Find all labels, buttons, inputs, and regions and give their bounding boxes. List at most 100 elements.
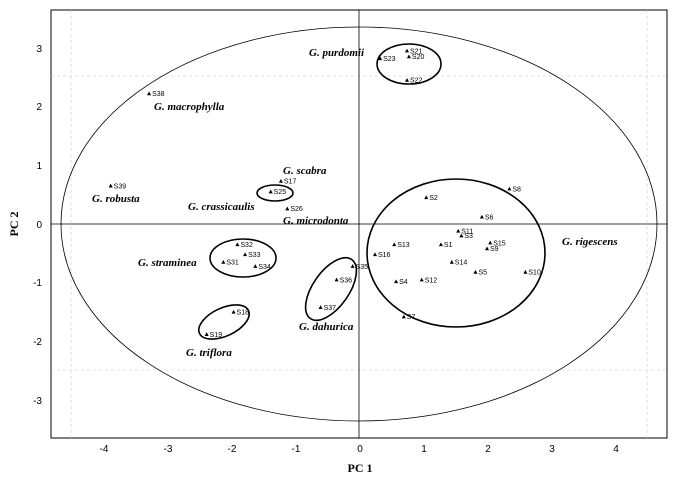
group-label-scabra: G. scabra (283, 165, 327, 177)
point-label: S37 (324, 305, 337, 312)
x-axis-tick-labels: -4 -3 -2 -1 0 1 2 3 4 (100, 444, 620, 455)
point-marker (473, 269, 478, 274)
point-label: S11 (461, 229, 473, 236)
point-label: S12 (425, 277, 438, 284)
point-label: S19 (210, 332, 223, 339)
y-tick-label: -1 (33, 278, 42, 289)
x-tick-label: -1 (292, 444, 301, 455)
point-marker (204, 332, 209, 336)
point-label: S1 (444, 242, 453, 249)
group-label-crassicaulis: G. crassicaulis (188, 201, 255, 213)
point-label: S26 (290, 206, 303, 213)
point-marker (485, 246, 489, 251)
y-tick-label: -2 (33, 337, 42, 348)
x-tick-label: -3 (164, 444, 173, 455)
point-marker (392, 242, 397, 247)
point-label: S2 (429, 195, 438, 202)
point-marker (449, 259, 454, 264)
point-marker (479, 214, 484, 219)
group-label-microdonta: G. microdonta (283, 215, 349, 227)
point-marker (405, 48, 409, 53)
point-marker (334, 277, 339, 282)
point-marker (406, 54, 411, 59)
group-label-macrophylla: G. macrophylla (154, 101, 225, 113)
point-label: S32 (240, 242, 253, 249)
point-label: S21 (410, 48, 423, 55)
x-tick-label: -2 (228, 444, 237, 455)
point-marker (507, 186, 512, 191)
point-marker (147, 91, 152, 96)
group-ellipse-straminea (209, 238, 277, 278)
group-label-purdomii: G. purdomii (309, 47, 365, 59)
confidence-ellipse (60, 26, 658, 422)
point-label: S5 (478, 270, 487, 277)
group-ellipse-dahurica (304, 256, 358, 322)
point-label: S34 (258, 264, 271, 271)
point-label: S35 (356, 264, 369, 271)
group-ellipses (198, 43, 546, 340)
point-label: S4 (399, 279, 408, 286)
y-tick-label: -3 (33, 396, 42, 407)
point-label: S17 (284, 179, 297, 186)
x-tick-label: -4 (100, 444, 109, 455)
x-tick-label: 1 (421, 444, 427, 455)
y-axis-title: PC 2 (7, 212, 21, 237)
group-label-straminea: G. straminea (138, 257, 197, 269)
point-marker (394, 279, 399, 284)
point-label: S25 (274, 189, 287, 196)
point-marker (459, 233, 464, 238)
point-marker (378, 56, 383, 61)
point-label: S22 (410, 78, 423, 85)
group-labels: G. purdomii G. macrophylla G. scabra G. … (92, 47, 618, 359)
point-marker (350, 264, 355, 268)
point-label: S38 (152, 91, 165, 98)
point-label: S36 (340, 277, 353, 284)
point-marker (401, 314, 406, 319)
x-tick-label: 0 (357, 444, 363, 455)
y-axis-tick-labels: 3 2 1 0 -1 -2 -3 (33, 44, 42, 407)
x-tick-label: 4 (613, 444, 619, 455)
point-marker (221, 259, 226, 264)
point-label: S3 (464, 233, 473, 240)
group-label-dahurica: G. dahurica (299, 321, 354, 333)
point-marker (231, 309, 236, 314)
point-marker (424, 195, 429, 200)
y-tick-label: 2 (36, 102, 42, 113)
y-tick-label: 0 (36, 220, 42, 231)
x-tick-label: 2 (485, 444, 491, 455)
y-tick-label: 1 (36, 161, 42, 172)
group-ellipse-triflora (198, 304, 250, 340)
point-label: S9 (490, 246, 499, 253)
point-marker (456, 228, 461, 233)
point-marker (108, 183, 113, 188)
group-ellipse-purdomii (376, 43, 442, 85)
point-marker (235, 242, 240, 247)
point-marker (268, 189, 273, 194)
point-label: S20 (412, 54, 425, 61)
point-marker (405, 77, 409, 82)
point-label: S39 (114, 183, 127, 190)
point-marker (318, 305, 323, 309)
x-axis-title: PC 1 (348, 461, 373, 475)
point-label: S13 (397, 242, 410, 249)
point-marker (419, 277, 424, 282)
point-label: S18 (237, 310, 250, 317)
group-label-rigescens: G. rigescens (562, 236, 618, 248)
point-label: S7 (407, 314, 416, 321)
point-marker (243, 252, 248, 257)
point-label: S23 (383, 56, 396, 63)
point-label: S10 (528, 270, 541, 277)
group-ellipse-crassicaulis (256, 184, 294, 202)
group-ellipse-rigescens (366, 178, 546, 328)
point-marker (438, 242, 443, 247)
point-label: S33 (248, 252, 261, 259)
point-marker (523, 269, 528, 274)
point-label: S31 (226, 260, 239, 267)
point-label: S8 (512, 186, 521, 193)
x-tick-label: 3 (549, 444, 555, 455)
point-marker (278, 178, 283, 183)
point-label: S16 (378, 252, 391, 259)
